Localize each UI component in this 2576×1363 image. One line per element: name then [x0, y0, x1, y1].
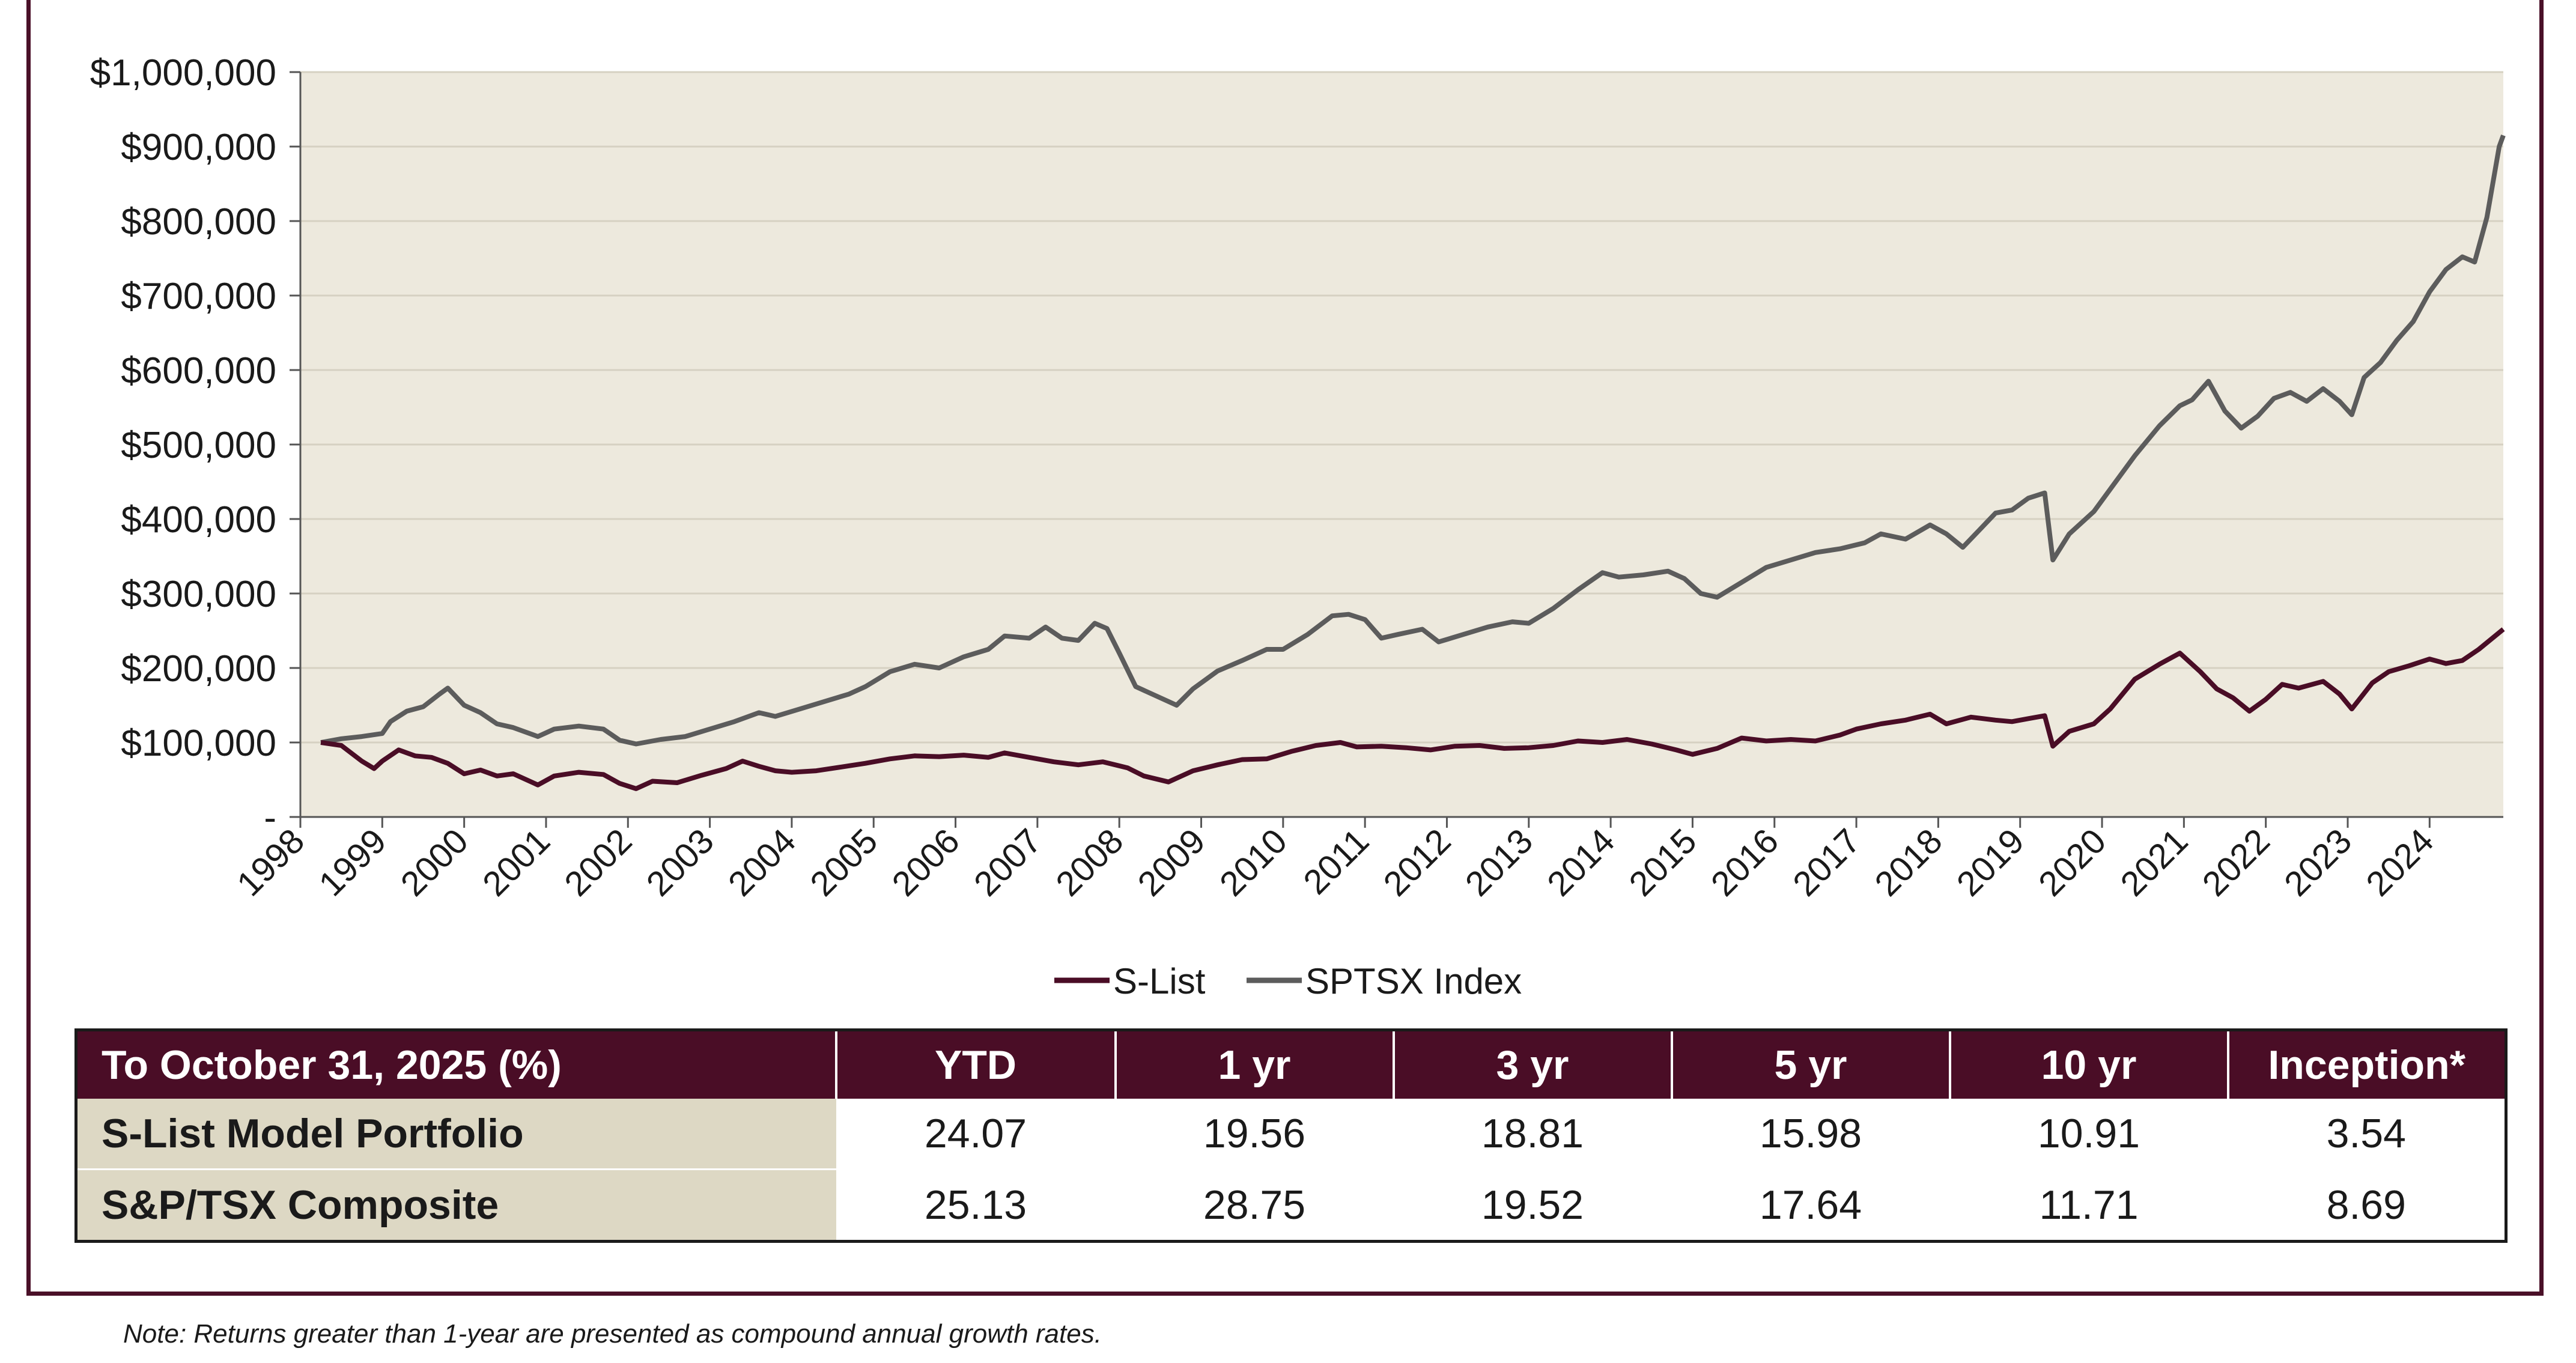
- outer-frame: [26, 0, 2544, 1296]
- x-tick-label: 2022: [2195, 821, 2277, 903]
- x-tick-label: 2017: [1785, 821, 1868, 903]
- x-tick-label: 1999: [311, 821, 393, 903]
- table-cell: 3.54: [2228, 1099, 2506, 1170]
- legend-label: SPTSX Index: [1305, 961, 1522, 1001]
- table-cell: 18.81: [1393, 1099, 1672, 1170]
- y-tick-label: $900,000: [121, 127, 276, 168]
- table-cell: 11.71: [1949, 1168, 2228, 1242]
- x-tick-label: 2012: [1376, 821, 1458, 903]
- x-tick-label: 2010: [1212, 821, 1295, 903]
- header-period: To October 31, 2025 (%): [76, 1030, 836, 1099]
- x-tick-label: 2023: [2277, 821, 2359, 903]
- x-axis: 1998 1999 2000 2001 2002 2003 2004 2005 2006 2007…: [229, 816, 2503, 903]
- header-inception: Inception*: [2226, 1030, 2506, 1099]
- x-tick-label: 2020: [2031, 821, 2113, 903]
- x-tick-label: 2014: [1540, 821, 1622, 903]
- row-label: S-List Model Portfolio: [76, 1099, 836, 1170]
- series-lines: [320, 135, 2506, 791]
- y-tick-label: $600,000: [121, 350, 276, 392]
- y-tick-label: -: [264, 797, 276, 839]
- table-cell: 25.13: [836, 1168, 1116, 1242]
- x-tick-label: 2007: [967, 821, 1049, 903]
- row-label: S&P/TSX Composite: [76, 1168, 836, 1242]
- x-tick-label: 2024: [2359, 821, 2441, 903]
- returns-table: To October 31, 2025 (%) YTD 1 yr 3 yr 5 …: [74, 1028, 2508, 1243]
- header-1yr: 1 yr: [1114, 1030, 1394, 1099]
- table-cell: 28.75: [1115, 1168, 1394, 1242]
- x-tick-label: 2008: [1048, 821, 1131, 903]
- table-row: S&P/TSX Composite 25.13 28.75 19.52 17.6…: [76, 1168, 2506, 1242]
- x-tick-label: 2003: [639, 821, 721, 903]
- footnote: Note: Returns greater than 1-year are pr…: [123, 1319, 1102, 1349]
- y-tick-label: $700,000: [121, 276, 276, 317]
- header-10yr: 10 yr: [1948, 1030, 2228, 1099]
- x-tick-label: 2005: [803, 821, 885, 903]
- table-cell: 24.07: [836, 1099, 1116, 1170]
- table-cell: 19.52: [1393, 1168, 1672, 1242]
- x-tick-label: 2016: [1704, 821, 1786, 903]
- table-header-row: To October 31, 2025 (%) YTD 1 yr 3 yr 5 …: [76, 1030, 2506, 1099]
- gridlines: [300, 71, 2503, 744]
- x-tick-label: 2018: [1867, 821, 1949, 903]
- y-axis: - $100,000 $200,000 $300,000 $400,000 $500,00…: [90, 52, 302, 839]
- table-cell: 17.64: [1671, 1168, 1950, 1242]
- y-tick-label: $500,000: [121, 425, 276, 466]
- y-tick-label: $300,000: [121, 574, 276, 615]
- x-tick-label: 2021: [2113, 821, 2195, 903]
- x-tick-label: 2001: [475, 821, 557, 903]
- line-chart: - $100,000 $200,000 $300,000 $400,000 $500,00…: [90, 52, 2506, 1001]
- table-cell: 15.98: [1671, 1099, 1950, 1170]
- y-tick-label: $200,000: [121, 648, 276, 690]
- y-tick-label: $800,000: [121, 201, 276, 243]
- y-tick-label: $100,000: [121, 723, 276, 764]
- x-tick-label: 2006: [885, 821, 967, 903]
- header-ytd: YTD: [834, 1030, 1116, 1099]
- table-cell: 8.69: [2228, 1168, 2506, 1242]
- header-3yr: 3 yr: [1392, 1030, 1672, 1099]
- x-tick-label: 2015: [1621, 821, 1704, 903]
- x-tick-label: 2013: [1458, 821, 1540, 903]
- series-line-s-list: [320, 627, 2505, 791]
- x-tick-label: 2009: [1131, 821, 1213, 903]
- x-tick-label: 2002: [557, 821, 639, 903]
- x-tick-label: 2011: [1296, 821, 1376, 902]
- x-tick-label: 2019: [1949, 821, 2032, 903]
- y-tick-label: $1,000,000: [90, 52, 276, 94]
- x-tick-label: 2004: [721, 821, 803, 903]
- series-line-sptsx-index: [320, 135, 2506, 747]
- table-cell: 19.56: [1115, 1099, 1394, 1170]
- table-row: S-List Model Portfolio 24.07 19.56 18.81…: [76, 1099, 2506, 1170]
- y-tick-label: $400,000: [121, 499, 276, 541]
- legend: S-List SPTSX Index: [1054, 961, 1522, 1001]
- table-cell: 10.91: [1949, 1099, 2228, 1170]
- legend-label: S-List: [1113, 961, 1206, 1001]
- x-tick-label: 2000: [393, 821, 476, 903]
- header-5yr: 5 yr: [1670, 1030, 1950, 1099]
